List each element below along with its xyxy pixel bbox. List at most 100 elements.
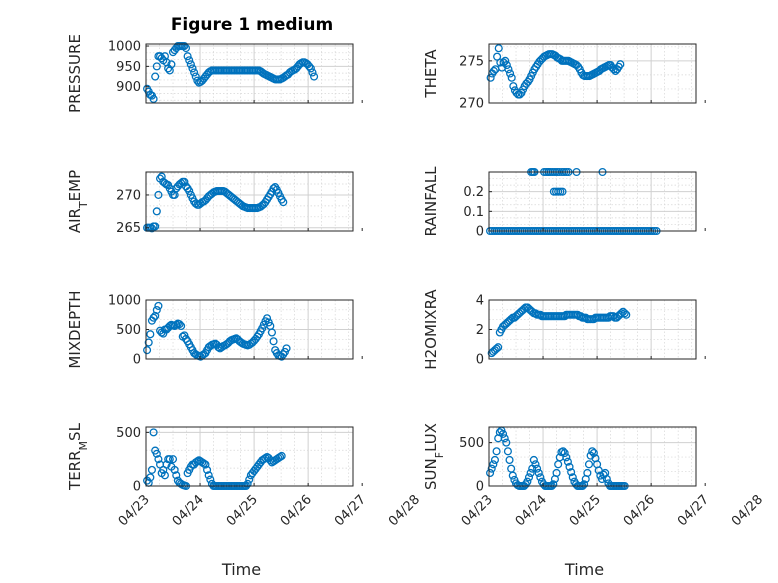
y-axis-label: H2OMIXRA bbox=[422, 289, 440, 370]
data-point bbox=[185, 56, 194, 65]
data-point bbox=[531, 460, 540, 469]
data-point bbox=[188, 64, 197, 73]
data-point bbox=[190, 68, 199, 77]
data-point bbox=[506, 69, 515, 78]
data-point bbox=[154, 301, 163, 310]
data-point bbox=[549, 480, 558, 489]
y-axis-label: PRESSURE bbox=[66, 34, 84, 113]
data-point bbox=[201, 460, 210, 469]
data-point bbox=[501, 56, 510, 65]
data-point bbox=[507, 73, 516, 82]
y-tick-label: 275 bbox=[459, 54, 484, 69]
series-markers bbox=[487, 303, 631, 358]
y-axis-label: TERRMSL bbox=[66, 422, 90, 491]
data-point bbox=[157, 172, 166, 181]
y-tick-label: 0 bbox=[133, 480, 141, 495]
subplot-2: 270 275 THETA bbox=[422, 43, 706, 112]
y-tick-label: 500 bbox=[116, 323, 141, 338]
x-axis-label: Time bbox=[564, 560, 604, 579]
data-point bbox=[177, 321, 186, 331]
subplot-5: 0 500 1000 MIXDEPTH bbox=[66, 290, 363, 369]
subplot-1: 900 950 1000 PRESSURE bbox=[66, 34, 363, 113]
data-point bbox=[536, 473, 545, 482]
data-point bbox=[490, 455, 499, 465]
y-axis-label: RAINFALL bbox=[422, 166, 440, 237]
data-point bbox=[584, 460, 594, 469]
axes-box bbox=[488, 43, 697, 104]
data-point bbox=[558, 447, 568, 456]
y-axis-label: SUNFLUX bbox=[422, 423, 446, 490]
data-point bbox=[151, 72, 160, 81]
data-point bbox=[524, 473, 534, 482]
data-point bbox=[310, 72, 319, 81]
data-point bbox=[154, 190, 163, 199]
y-tick-label: 900 bbox=[116, 80, 141, 95]
data-point bbox=[170, 465, 179, 474]
data-point bbox=[563, 457, 572, 466]
data-point bbox=[504, 65, 513, 74]
y-tick-label: 950 bbox=[116, 60, 141, 75]
data-point bbox=[580, 480, 589, 489]
data-point bbox=[267, 328, 276, 337]
data-point bbox=[243, 479, 252, 488]
data-point bbox=[305, 62, 314, 71]
y-tick-label: 0.1 bbox=[463, 205, 484, 220]
data-point bbox=[499, 429, 508, 438]
data-point bbox=[277, 451, 286, 461]
data-point bbox=[617, 309, 626, 318]
data-point bbox=[146, 473, 155, 482]
data-point bbox=[567, 468, 576, 477]
y-tick-label: 500 bbox=[459, 436, 484, 451]
data-point bbox=[494, 343, 503, 352]
data-point bbox=[502, 438, 511, 447]
data-point bbox=[152, 207, 161, 216]
axes-box bbox=[488, 426, 697, 487]
y-tick-label: 4 bbox=[476, 294, 484, 309]
subplot-3: 265 270 AIRTEMP bbox=[66, 170, 363, 236]
data-point bbox=[487, 464, 496, 473]
data-point bbox=[263, 314, 272, 323]
data-point bbox=[149, 313, 158, 322]
series-markers bbox=[486, 44, 625, 99]
data-point bbox=[152, 449, 161, 458]
data-point bbox=[172, 320, 181, 329]
data-point bbox=[602, 475, 611, 484]
data-point bbox=[494, 44, 503, 53]
data-point bbox=[616, 60, 625, 69]
y-tick-label: 0 bbox=[476, 225, 484, 240]
y-tick-label: 500 bbox=[116, 426, 141, 441]
data-point bbox=[180, 177, 189, 186]
data-point bbox=[146, 330, 155, 339]
data-point bbox=[245, 475, 254, 484]
subplot-4: 0 0.1 0.2 RAINFALL bbox=[422, 166, 706, 240]
data-point bbox=[168, 455, 178, 464]
data-point bbox=[533, 464, 542, 473]
axes-box bbox=[145, 43, 354, 104]
data-point bbox=[508, 471, 517, 480]
y-tick-label: 270 bbox=[116, 188, 141, 203]
data-point bbox=[558, 187, 567, 196]
data-point bbox=[492, 344, 501, 353]
y-tick-label: 1000 bbox=[108, 40, 141, 55]
data-point bbox=[167, 60, 176, 69]
y-tick-label: 0 bbox=[476, 480, 484, 495]
data-point bbox=[282, 344, 291, 353]
data-point bbox=[144, 338, 153, 347]
data-point bbox=[143, 346, 152, 355]
data-point bbox=[181, 44, 191, 53]
data-point bbox=[529, 455, 538, 465]
data-point bbox=[489, 460, 498, 469]
data-point bbox=[589, 448, 598, 458]
data-point bbox=[191, 72, 200, 81]
data-point bbox=[562, 453, 571, 462]
data-point bbox=[492, 447, 501, 456]
data-point bbox=[523, 477, 532, 486]
data-point bbox=[486, 73, 495, 82]
data-point bbox=[588, 447, 597, 456]
data-point bbox=[620, 309, 629, 318]
data-point bbox=[503, 447, 512, 456]
data-point bbox=[151, 222, 160, 231]
data-point bbox=[203, 465, 212, 474]
data-point bbox=[172, 471, 181, 480]
